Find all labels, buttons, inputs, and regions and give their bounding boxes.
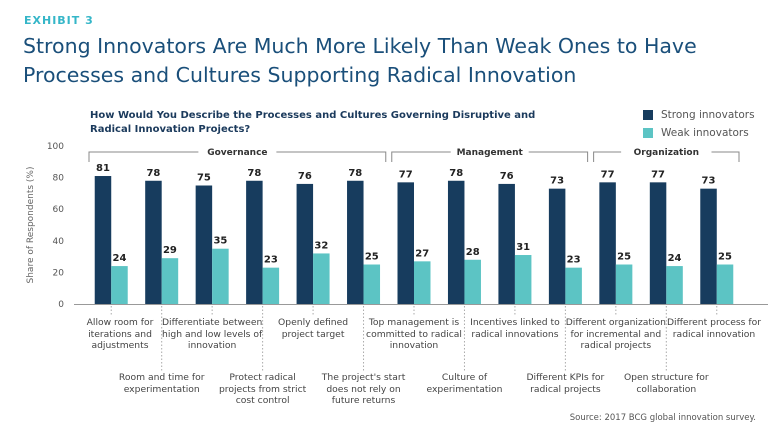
bar-weak bbox=[313, 253, 330, 304]
legend-swatch-strong bbox=[643, 110, 653, 120]
bar-strong bbox=[347, 180, 364, 304]
bar-strong bbox=[447, 180, 465, 304]
data-label-strong: 77 bbox=[399, 169, 413, 180]
chart-title: How Would You Describe the Processes and… bbox=[90, 110, 536, 135]
data-label-strong: 78 bbox=[146, 168, 160, 179]
category-label: The project's start does not rely on fut… bbox=[321, 372, 406, 406]
data-label-strong: 77 bbox=[651, 169, 665, 180]
data-label-strong: 78 bbox=[348, 168, 362, 179]
y-tick-label: 0 bbox=[58, 300, 64, 310]
group-bracket-right bbox=[711, 151, 740, 162]
data-label-weak: 24 bbox=[113, 253, 127, 264]
category-label: Open structure for collaboration bbox=[623, 372, 709, 395]
data-label-strong: 75 bbox=[197, 173, 211, 184]
group-label-governance: Governance bbox=[207, 148, 267, 158]
data-label-weak: 24 bbox=[668, 253, 682, 264]
bar-strong bbox=[548, 188, 566, 304]
group-bracket-right bbox=[276, 151, 387, 162]
group-label-management: Management bbox=[457, 148, 524, 158]
category-label: Differentiate between high and low level… bbox=[161, 317, 263, 351]
group-bracket-left bbox=[593, 151, 622, 162]
legend-item-strong: Strong innovators bbox=[643, 106, 755, 124]
category-label: Openly defined project target bbox=[278, 317, 349, 340]
data-label-weak: 23 bbox=[264, 255, 278, 266]
category-label: Top management is committed to radical i… bbox=[366, 317, 462, 351]
page-title: Strong Innovators Are Much More Likely T… bbox=[23, 34, 697, 87]
data-label-strong: 77 bbox=[601, 169, 615, 180]
y-tick-label: 100 bbox=[47, 142, 64, 152]
bar-weak bbox=[414, 261, 431, 304]
bar-strong bbox=[296, 183, 314, 304]
bar-weak bbox=[262, 267, 280, 304]
bar-strong bbox=[599, 182, 616, 304]
data-label-strong: 73 bbox=[550, 176, 564, 187]
bar-weak bbox=[565, 267, 582, 304]
legend-item-weak: Weak innovators bbox=[643, 124, 755, 142]
group-bracket-left bbox=[88, 151, 199, 162]
data-label-weak: 32 bbox=[314, 240, 328, 251]
bar-weak bbox=[514, 255, 532, 304]
y-tick-label: 40 bbox=[53, 237, 65, 247]
data-label-weak: 25 bbox=[365, 252, 379, 263]
group-bracket-left bbox=[391, 151, 451, 162]
group-label-organization: Organization bbox=[634, 148, 699, 158]
bar-strong bbox=[649, 182, 667, 304]
bar-strong bbox=[397, 182, 414, 304]
category-label: Protect radical projects from strict cos… bbox=[218, 372, 307, 406]
category-label: Different process for radical innovation bbox=[666, 317, 762, 340]
bar-weak bbox=[615, 264, 633, 304]
bar-strong bbox=[195, 185, 213, 304]
bar-weak bbox=[464, 259, 481, 304]
bar-strong bbox=[498, 183, 515, 304]
data-label-weak: 31 bbox=[516, 242, 530, 253]
category-label: Allow room for iterations and adjustment… bbox=[86, 317, 154, 351]
bar-strong bbox=[700, 188, 717, 304]
source-note: Source: 2017 BCG global innovation surve… bbox=[569, 413, 756, 423]
y-tick-label: 20 bbox=[53, 268, 65, 278]
bar-weak bbox=[666, 266, 683, 304]
legend-swatch-weak bbox=[643, 128, 653, 138]
group-bracket-right bbox=[528, 151, 589, 162]
bar-weak bbox=[161, 258, 179, 304]
data-label-weak: 28 bbox=[466, 247, 480, 258]
data-label-weak: 29 bbox=[163, 245, 177, 256]
data-label-weak: 25 bbox=[617, 252, 631, 263]
category-label: Culture of experimentation bbox=[426, 372, 503, 395]
bar-strong bbox=[246, 180, 263, 304]
legend-label-weak: Weak innovators bbox=[661, 127, 749, 139]
category-label: Different organization for incremental a… bbox=[565, 317, 666, 351]
data-label-weak: 25 bbox=[718, 252, 732, 263]
category-label: Different KPIs for radical projects bbox=[526, 372, 605, 395]
data-label-weak: 35 bbox=[213, 236, 227, 247]
data-label-strong: 81 bbox=[96, 163, 110, 174]
data-label-strong: 73 bbox=[702, 176, 716, 187]
category-label: Room and time for experimentation bbox=[118, 372, 205, 395]
chart-legend: Strong innovators Weak innovators bbox=[643, 106, 755, 142]
legend-label-strong: Strong innovators bbox=[661, 109, 755, 121]
category-label: Incentives linked to radical innovations bbox=[470, 317, 560, 340]
data-label-weak: 23 bbox=[567, 255, 581, 266]
bar-weak bbox=[363, 264, 381, 304]
bar-strong bbox=[145, 180, 162, 304]
bar-strong bbox=[94, 176, 112, 304]
data-label-weak: 27 bbox=[415, 248, 429, 259]
y-tick-label: 80 bbox=[53, 174, 65, 184]
data-label-strong: 76 bbox=[298, 171, 312, 182]
exhibit-label: EXHIBIT 3 bbox=[24, 14, 94, 27]
y-tick-label: 60 bbox=[53, 205, 65, 215]
data-label-strong: 76 bbox=[500, 171, 514, 182]
bar-weak bbox=[111, 266, 128, 304]
data-label-strong: 78 bbox=[449, 168, 463, 179]
y-axis-title: Share of Respondents (%) bbox=[26, 167, 36, 284]
data-label-strong: 78 bbox=[247, 168, 261, 179]
bar-weak bbox=[212, 248, 229, 304]
bar-weak bbox=[716, 264, 734, 304]
